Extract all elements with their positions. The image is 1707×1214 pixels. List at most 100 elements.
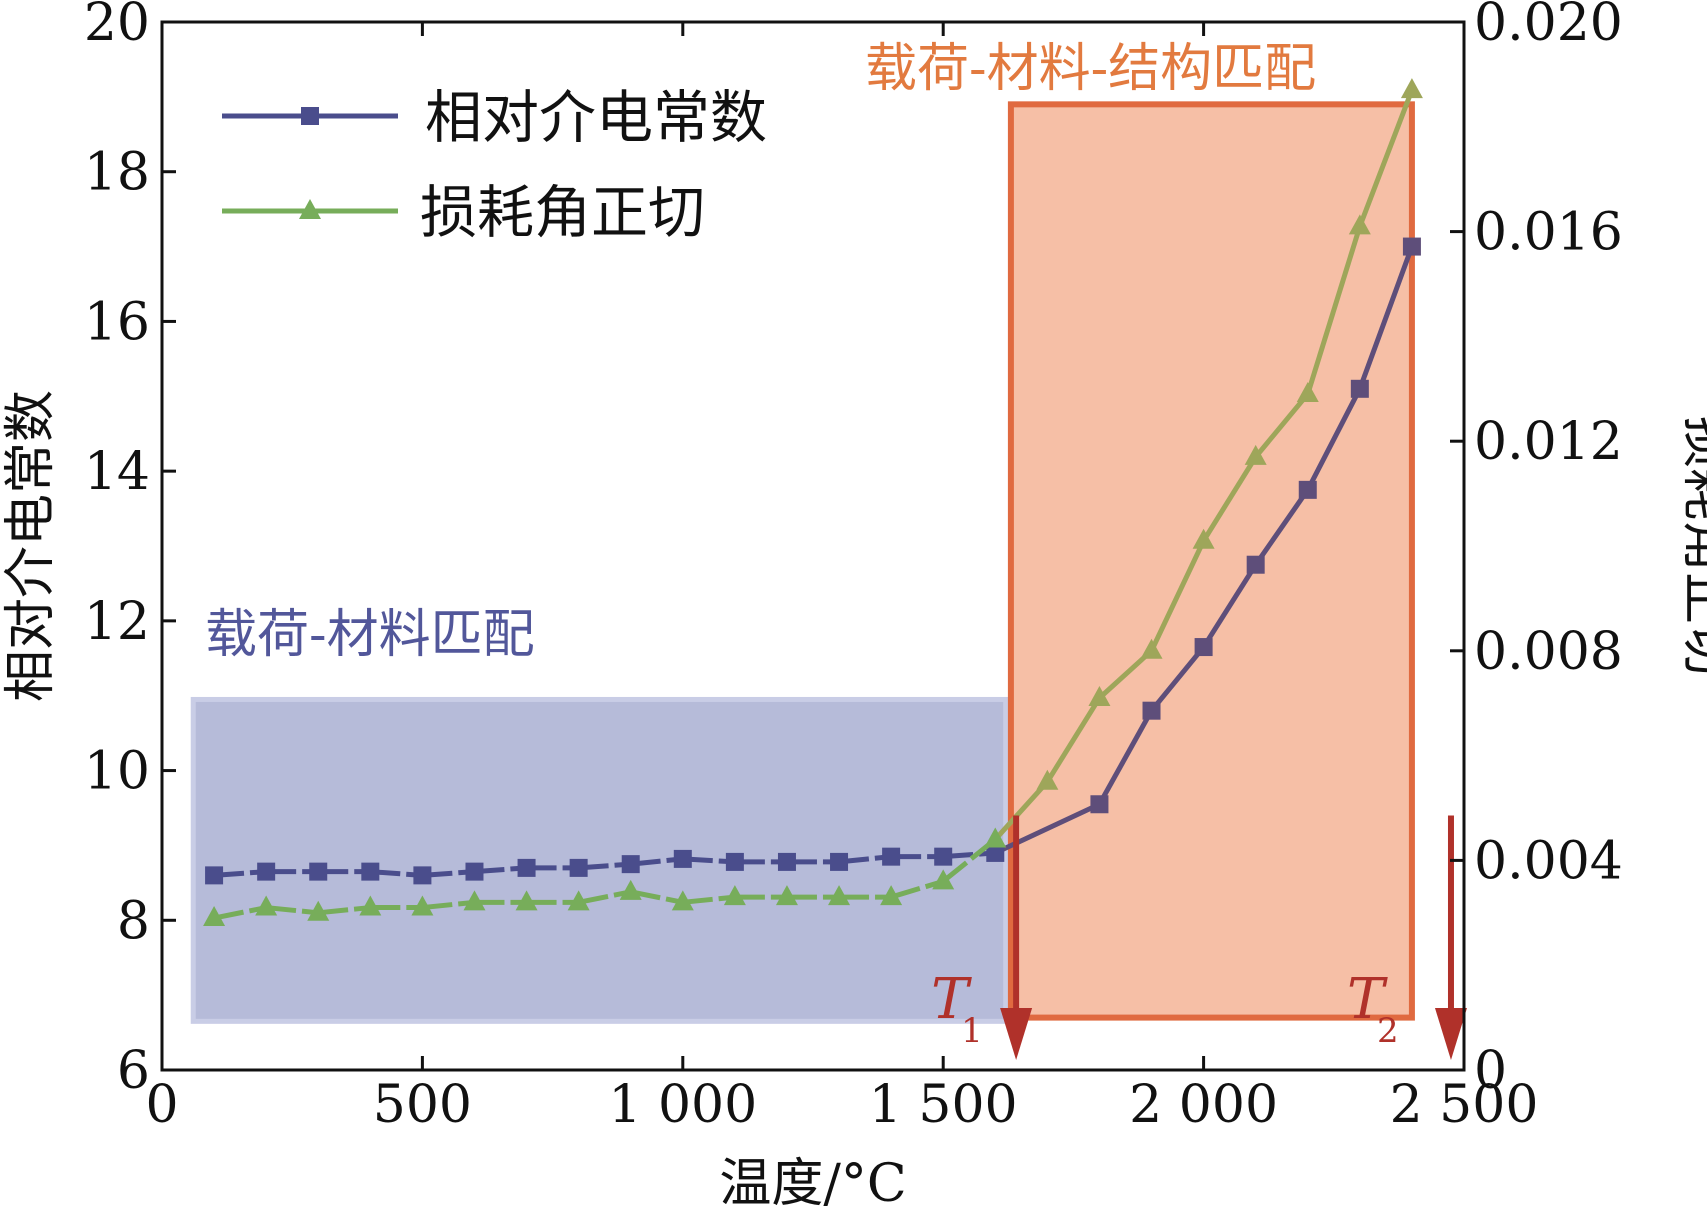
legend-square-marker — [301, 107, 319, 125]
y-right-tick-label: 0.012 — [1474, 412, 1623, 472]
y-left-tick-label: 18 — [84, 143, 150, 203]
marker-subscript: 2 — [1377, 1011, 1399, 1051]
y-right-tick-label: 0.008 — [1474, 622, 1623, 682]
data-point — [359, 895, 382, 916]
data-point — [984, 827, 1007, 848]
series-segment — [1045, 696, 1102, 784]
data-point — [1088, 685, 1111, 706]
data-point — [621, 855, 640, 874]
series-segment — [265, 905, 319, 916]
data-point — [569, 858, 588, 877]
data-point — [830, 852, 849, 871]
series-segment — [1357, 245, 1415, 390]
series-segment — [1253, 488, 1310, 567]
data-point — [205, 866, 224, 885]
data-point — [1296, 382, 1319, 403]
y-right-tick-label: 0.020 — [1474, 0, 1623, 53]
data-point — [932, 869, 955, 890]
series-segment — [1097, 709, 1154, 806]
series-dielectric-constant — [205, 237, 1421, 885]
marker-T1: T1 — [931, 815, 1033, 1060]
series-layer — [203, 78, 1423, 927]
y-right-axis-label: 损耗角正切 — [1676, 416, 1707, 676]
series-loss-tangent — [203, 78, 1423, 927]
data-point — [723, 885, 746, 906]
data-point — [203, 906, 226, 927]
legend-entry-loss-tangent — [222, 199, 398, 219]
y-left-axis-label: 相对介电常数 — [1, 390, 61, 702]
y-right-tick-label: 0.004 — [1474, 831, 1623, 891]
data-point — [1194, 638, 1213, 657]
data-point — [307, 900, 330, 921]
series-segment — [1149, 539, 1206, 652]
series-segment — [213, 905, 267, 921]
legend-label-dielectric-constant: 相对介电常数 — [425, 85, 767, 151]
legend-entry-dielectric-constant — [222, 107, 398, 125]
marker-T2: T2 — [1347, 815, 1467, 1060]
legend-label-loss-tangent: 损耗角正切 — [420, 180, 705, 246]
data-point — [986, 843, 1005, 862]
data-point — [309, 862, 328, 881]
series-segment — [993, 780, 1050, 842]
marker-label: T — [1347, 967, 1388, 1032]
y-left-tick-label: 12 — [84, 592, 150, 652]
data-point — [1140, 638, 1163, 659]
data-point — [1036, 769, 1059, 790]
series-segment — [1305, 225, 1363, 395]
series-segment — [1201, 563, 1258, 649]
x-tick-label: 2 000 — [1129, 1075, 1278, 1135]
y-left-tick-label: 6 — [117, 1041, 150, 1101]
data-point — [1244, 444, 1267, 465]
data-point — [257, 862, 276, 881]
data-point — [255, 895, 278, 916]
temperature-markers: T1 T2 — [931, 815, 1467, 1060]
region-label-load-material: 载荷-材料匹配 — [205, 605, 535, 665]
data-point — [880, 885, 903, 906]
series-segment — [890, 878, 944, 900]
y-left-tick-label: 20 — [84, 0, 150, 53]
highlight-regions — [190, 101, 1415, 1024]
y-left-tick-label: 16 — [84, 292, 150, 352]
y-left-tick-label: 14 — [84, 442, 150, 502]
series-segment — [1149, 645, 1206, 713]
data-point — [361, 862, 380, 881]
data-point — [619, 879, 642, 900]
data-point — [673, 849, 692, 868]
y-left-tick-label: 10 — [84, 742, 150, 802]
series-segment — [994, 801, 1101, 856]
axes — [160, 20, 1466, 1072]
x-tick-label: 1 500 — [869, 1075, 1018, 1135]
load-material-match-region — [190, 696, 1009, 1024]
data-point — [1350, 379, 1369, 398]
data-point — [828, 885, 851, 906]
legend: 相对介电常数 损耗角正切 — [222, 85, 767, 246]
data-point — [777, 852, 796, 871]
y-right-tick-label: 0 — [1474, 1041, 1507, 1101]
series-segment — [1305, 387, 1363, 492]
series-segment — [317, 905, 371, 916]
data-point — [1090, 795, 1109, 814]
data-point — [934, 847, 953, 866]
data-point — [671, 890, 694, 911]
series-segment — [1357, 89, 1415, 228]
marker-label: T — [931, 967, 972, 1032]
data-point — [413, 866, 432, 885]
ticks: 0 500 1 000 1 500 2 000 2 5006810121416182000… — [84, 0, 1623, 1135]
data-point — [463, 890, 486, 911]
data-point — [1246, 555, 1265, 574]
x-tick-label: 1 000 — [608, 1075, 757, 1135]
x-tick-label: 500 — [373, 1075, 472, 1135]
data-point — [1192, 528, 1215, 549]
data-point — [882, 847, 901, 866]
marker-arrowhead — [1434, 1008, 1467, 1060]
x-axis-label: 温度/°C — [719, 1154, 906, 1214]
x-tick-label: 0 — [145, 1075, 178, 1135]
plot-frame — [160, 20, 1466, 1072]
series-segment — [1253, 392, 1310, 459]
series-segment — [422, 899, 475, 911]
data-point — [465, 862, 484, 881]
y-right-tick-label: 0.016 — [1474, 203, 1623, 263]
series-segment — [630, 889, 684, 905]
marker-subscript: 1 — [961, 1011, 983, 1051]
